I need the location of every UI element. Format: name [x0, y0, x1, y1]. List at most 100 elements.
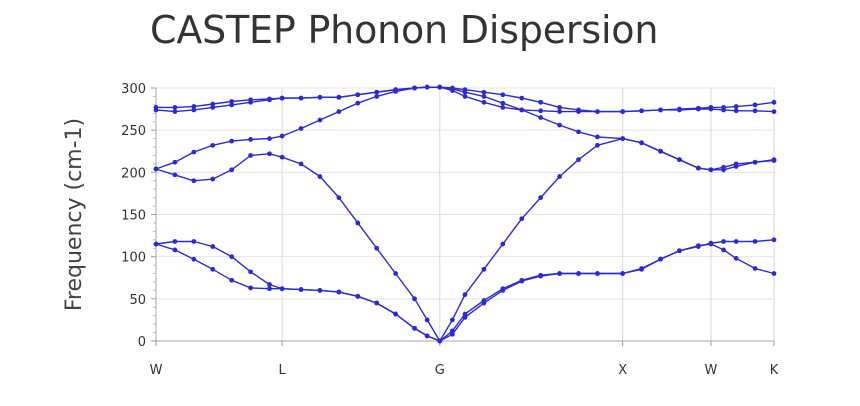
data-point — [771, 271, 777, 276]
data-point — [658, 256, 663, 262]
data-point — [317, 94, 323, 100]
data-point — [752, 108, 758, 114]
data-point — [298, 161, 304, 167]
data-point — [538, 273, 544, 279]
data-point — [500, 100, 506, 106]
data-point — [267, 151, 272, 157]
chart-title: CASTEP Phonon Dispersion — [150, 8, 659, 52]
data-point — [721, 167, 726, 173]
data-point — [172, 104, 178, 110]
data-point — [248, 97, 253, 103]
data-point — [210, 176, 216, 182]
series-line-3 — [155, 137, 775, 342]
data-point — [519, 107, 525, 113]
data-point — [500, 104, 506, 110]
data-point — [677, 157, 682, 163]
data-point — [538, 115, 544, 120]
x-tick-label: K — [770, 363, 779, 378]
y-tick-label: 300 — [121, 82, 146, 97]
data-point — [191, 256, 197, 262]
data-point — [317, 117, 323, 123]
data-point — [248, 153, 253, 158]
data-point — [481, 99, 487, 105]
data-point — [267, 286, 272, 292]
data-point — [374, 94, 380, 99]
data-point — [639, 140, 644, 146]
data-point — [733, 255, 739, 261]
data-point — [462, 94, 468, 99]
data-point — [229, 99, 235, 104]
y-tick-label: 0 — [138, 335, 146, 350]
data-point — [248, 137, 253, 142]
label-layer: 0 50 100 150 200 250 300 W L G X W K Frequency (cm-1) — [62, 82, 779, 378]
series-line-5 — [155, 86, 775, 113]
data-point — [424, 317, 430, 323]
data-point — [595, 271, 600, 276]
data-point — [153, 104, 159, 110]
data-point — [449, 317, 455, 323]
data-point — [437, 338, 443, 344]
data-point — [595, 109, 600, 115]
data-point — [733, 104, 739, 109]
data-point — [658, 148, 663, 154]
y-tick-label: 150 — [121, 209, 146, 224]
data-point — [752, 239, 758, 244]
data-point — [658, 107, 663, 113]
data-point — [500, 92, 506, 98]
series-line-6 — [155, 86, 775, 113]
data-point — [393, 271, 399, 276]
data-point — [771, 99, 777, 105]
data-point — [374, 300, 380, 306]
data-point — [595, 134, 600, 140]
data-point — [229, 138, 235, 144]
data-point — [462, 292, 468, 298]
data-point — [298, 287, 304, 292]
data-point — [620, 136, 626, 142]
data-point — [298, 126, 304, 131]
grid-layer — [155, 87, 775, 342]
data-point — [462, 314, 468, 320]
data-point — [153, 166, 159, 172]
x-tick-label: W — [150, 363, 163, 378]
y-tick-label: 100 — [121, 251, 146, 266]
data-point — [191, 239, 197, 244]
data-point — [393, 87, 399, 93]
data-point — [708, 240, 714, 246]
data-point — [708, 104, 714, 110]
data-point — [393, 311, 399, 317]
y-tick-label: 200 — [121, 166, 146, 181]
data-point — [191, 178, 197, 184]
data-point — [412, 325, 417, 331]
data-point — [355, 92, 361, 98]
data-point — [210, 142, 216, 148]
y-tick-label: 250 — [121, 124, 146, 139]
data-point — [449, 85, 455, 91]
data-point — [336, 94, 342, 100]
data-point — [481, 266, 487, 272]
data-point — [279, 95, 285, 101]
data-point — [557, 122, 562, 128]
data-point — [695, 105, 701, 111]
data-point — [355, 220, 361, 226]
y-tick-label: 50 — [129, 293, 146, 308]
data-point — [620, 271, 626, 276]
data-point — [172, 109, 178, 115]
x-tick-label: G — [435, 363, 445, 378]
series-line-4 — [155, 86, 775, 171]
data-point — [336, 109, 342, 115]
data-point — [576, 107, 581, 113]
data-point — [153, 241, 159, 247]
data-point — [771, 158, 777, 163]
data-point — [695, 244, 701, 249]
data-point — [752, 266, 758, 271]
data-point — [595, 142, 600, 148]
data-point — [210, 101, 216, 107]
data-point — [733, 164, 739, 169]
data-point — [355, 293, 361, 299]
data-point — [336, 289, 342, 295]
data-point — [172, 247, 178, 253]
data-point — [695, 165, 701, 171]
data-point — [172, 159, 178, 165]
data-point — [248, 285, 253, 291]
